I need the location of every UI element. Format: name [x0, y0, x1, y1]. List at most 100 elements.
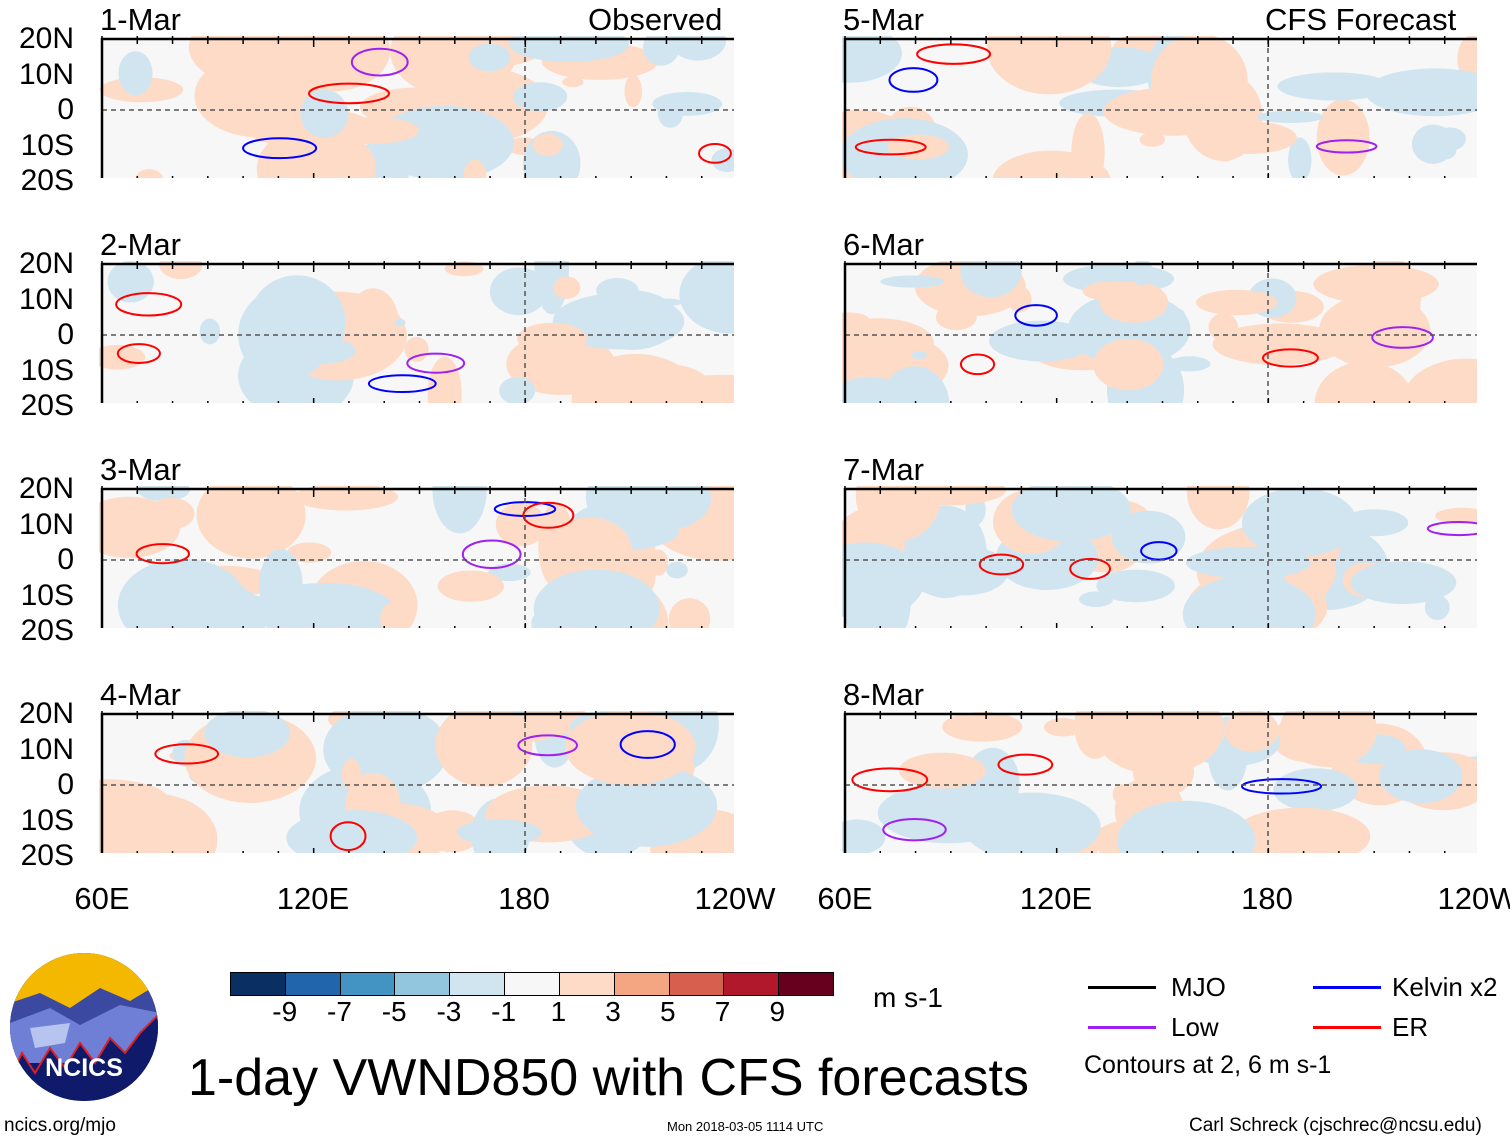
anomaly-field-cell [1341, 509, 1409, 537]
anomaly-field-cell [427, 356, 462, 403]
anomaly-field-cell [248, 275, 346, 370]
panel-date: 8-Mar [843, 677, 924, 712]
wave-contour [1371, 326, 1434, 349]
lat-tick: 10N [18, 732, 74, 766]
anomaly-field-cell [99, 793, 218, 853]
anomaly-field-cell [843, 560, 911, 628]
anomaly-field-cell [648, 549, 669, 576]
anomaly-field-cell [1139, 132, 1166, 147]
colorbar-tick-label: 5 [660, 996, 676, 1027]
lon-tick: 120E [1019, 881, 1093, 916]
lon-tick: 120E [276, 881, 350, 916]
wave-contour [997, 753, 1054, 776]
lon-tick: 180 [1241, 881, 1293, 916]
colorbar-tick-label: 9 [769, 996, 786, 1027]
colorbar-units: m s-1 [873, 982, 943, 1013]
anomaly-field-cell [1224, 711, 1279, 752]
wave-contour [1261, 348, 1319, 368]
anomaly-field-cell [347, 288, 399, 357]
anomaly-field-cell [842, 819, 886, 853]
wave-contour [1140, 541, 1178, 561]
anomaly-field-cell [1011, 486, 1131, 542]
anomaly-field-cell [294, 486, 398, 511]
anomaly-field-cell [1232, 807, 1371, 853]
lon-tick: 60E [817, 881, 873, 916]
lat-tick: 20S [20, 164, 74, 197]
anomaly-field-cell [565, 711, 696, 785]
panel-date: 1-Mar [100, 2, 181, 37]
anomaly-field-cell [437, 570, 505, 602]
colorbar-swatch [723, 973, 779, 995]
anomaly-field-cell [935, 304, 977, 331]
panel-date: 2-Mar [100, 227, 181, 262]
legend-mjo-line [1088, 986, 1156, 989]
colorbar-tick-label: -9 [272, 996, 298, 1027]
legend-mjo: MJO [1171, 972, 1226, 1002]
wave-contour [522, 501, 575, 529]
anomaly-field-cell [842, 312, 870, 328]
anomaly-field-cell [942, 711, 1023, 742]
wave-contour [1069, 557, 1112, 580]
footer-url[interactable]: ncics.org/mjo [4, 1115, 116, 1136]
wave-contour [517, 734, 578, 757]
wave-contour [1426, 521, 1477, 537]
lat-tick: 10N [18, 282, 74, 316]
anomaly-field-cell [394, 318, 406, 327]
anomaly-field-cell [1313, 264, 1439, 304]
colorbar-tick-label: -1 [491, 996, 517, 1027]
footer-author: Carl Schreck (cjschrec@ncsu.edu) [1189, 1115, 1482, 1136]
anomaly-field-cell [300, 89, 349, 138]
colorbar-swatch [339, 973, 395, 995]
panel-date: 5-Mar [843, 2, 924, 37]
wave-contour [367, 374, 437, 394]
colorbar-swatch [778, 973, 833, 995]
lon-tick: 180 [498, 881, 550, 916]
anomaly-field-cell [1044, 717, 1082, 737]
anomaly-field-cell [1150, 36, 1248, 128]
wave-contour [116, 343, 161, 364]
anomaly-field-cell [880, 366, 950, 403]
wave-contour [1014, 304, 1058, 327]
anomaly-field-cell [1365, 68, 1477, 117]
anomaly-field-cell [1131, 261, 1153, 286]
panel-date: 7-Mar [843, 452, 924, 487]
anomaly-field-cell [499, 376, 536, 403]
anomaly-field-cell [643, 36, 680, 66]
anomaly-field-cell [666, 561, 688, 579]
wave-contour [1240, 778, 1323, 795]
panel-date: 4-Mar [100, 677, 181, 712]
wave-contour [115, 292, 183, 317]
observed-label: Observed [588, 2, 723, 37]
lon-tick: 60E [74, 881, 130, 916]
anomaly-field-cell [1402, 358, 1477, 403]
anomaly-field-cell [380, 603, 401, 628]
colorbar-swatch [231, 973, 285, 995]
anomaly-field-cell [1314, 361, 1415, 403]
colorbar-swatch [394, 973, 450, 995]
anomaly-field-cell [1093, 338, 1164, 391]
anomaly-field-cell [1212, 323, 1347, 366]
map-panel [99, 711, 734, 853]
anomaly-field-cell [517, 322, 587, 355]
anomaly-field-cell [456, 819, 542, 846]
legend-low: Low [1171, 1012, 1219, 1042]
colorbar-tick-label: 1 [550, 996, 567, 1027]
lat-tick: 0 [57, 768, 74, 801]
anomaly-field-cell [404, 336, 429, 362]
anomaly-field-cell [147, 497, 195, 530]
legend-er: ER [1392, 1012, 1429, 1042]
cfs-forecast-label: CFS Forecast [1265, 2, 1457, 37]
logo-text: NCICS [45, 1054, 123, 1082]
map-panel [842, 261, 1477, 403]
anomaly-field-cell [1279, 711, 1378, 768]
colorbar-tick-label: -5 [381, 996, 407, 1027]
anomaly-field-cell [432, 486, 487, 534]
anomaly-field-cell [911, 350, 928, 360]
anomaly-field-cell [468, 43, 511, 72]
anomaly-field-cell [1241, 488, 1358, 557]
colorbar-swatch [558, 973, 614, 995]
anomaly-field-cell [989, 320, 1095, 362]
colorbar-tick-label: 3 [605, 996, 621, 1027]
ncics-logo: NCICS [10, 953, 158, 1101]
